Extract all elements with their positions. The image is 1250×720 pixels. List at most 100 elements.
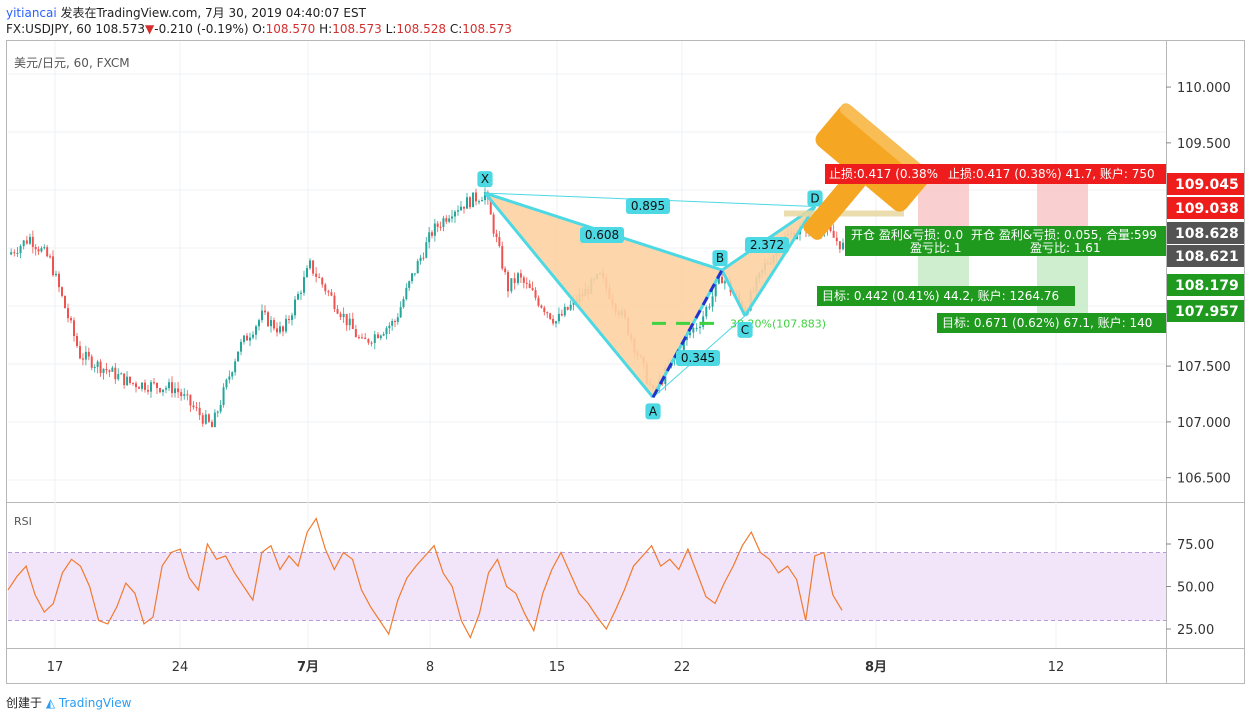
svg-text:盈亏比: 1: 盈亏比: 1 [910, 241, 962, 255]
candle [431, 230, 433, 239]
candle [835, 231, 838, 246]
candle [237, 351, 239, 362]
svg-text:开仓 盈利&亏损: 0.0: 开仓 盈利&亏损: 0.0 [851, 228, 963, 242]
rsi-title: RSI [14, 515, 32, 528]
candle [147, 384, 149, 395]
svg-text:C: C [741, 323, 749, 337]
pattern-bcd-fill [722, 206, 815, 316]
candle [58, 271, 60, 293]
candle [126, 371, 129, 387]
candle [135, 381, 137, 393]
candle [225, 378, 228, 390]
candle [416, 258, 419, 274]
candle [300, 290, 302, 301]
candle [382, 331, 385, 337]
chart-title: 美元/日元, 60, FXCM [14, 56, 130, 70]
rsi-tick-label: 75.00 [1177, 538, 1214, 553]
candle [285, 314, 287, 334]
candle [297, 291, 299, 301]
svg-text:0.895: 0.895 [631, 199, 665, 213]
published-text: 发表在TradingView.com, 7月 30, 2019 04:40:07… [60, 6, 366, 20]
candle [422, 252, 425, 261]
candle [165, 385, 167, 394]
ac-projection-line [651, 269, 724, 399]
ratio-label-x-d: 0.895 [626, 198, 670, 214]
candle [560, 309, 563, 317]
candle [705, 305, 708, 320]
candle [29, 233, 31, 245]
rsi-axis[interactable]: 75.00 50.00 25.00 [1166, 538, 1214, 638]
candle [246, 332, 248, 341]
candle [70, 315, 72, 324]
time-tick-label: 24 [172, 660, 189, 675]
candle [198, 401, 201, 421]
candle [695, 323, 698, 332]
candle [52, 250, 54, 277]
candle [408, 280, 411, 291]
time-tick-label: 22 [674, 660, 691, 675]
author-link[interactable]: yitiancai [6, 6, 57, 20]
time-tick-label: 7月 [297, 660, 319, 675]
candle [255, 324, 257, 340]
candle [540, 304, 543, 309]
svg-text:108.179: 108.179 [1175, 278, 1239, 294]
candle [40, 246, 43, 253]
candle [354, 324, 357, 338]
candle [129, 376, 131, 385]
candle [105, 362, 108, 375]
candle [333, 292, 336, 313]
candle [425, 237, 428, 259]
candle [428, 226, 431, 249]
footer-brand[interactable]: TradingView [58, 696, 132, 710]
change-value: -0.210 (-0.19%) [154, 22, 249, 36]
candle [557, 307, 560, 324]
candle [708, 303, 711, 310]
candle [231, 371, 234, 380]
candle [339, 311, 342, 320]
candle [348, 313, 351, 331]
candle [13, 249, 16, 257]
candle [99, 359, 102, 377]
point-label-x: X [477, 171, 493, 188]
main-pane-frame [6, 40, 1245, 684]
footer-prefix: 创建于 [6, 696, 43, 710]
candle [555, 320, 557, 328]
svg-text:X: X [481, 172, 489, 186]
svg-text:108.628: 108.628 [1175, 226, 1239, 242]
ohlc-high-value: 108.573 [332, 22, 382, 36]
candle [342, 307, 345, 323]
candle [385, 326, 388, 340]
candle [370, 340, 373, 347]
position-1-risk-zone [918, 184, 969, 226]
candle [10, 248, 13, 256]
candle [81, 353, 84, 366]
candle [569, 300, 572, 312]
candle [448, 215, 451, 224]
price-label-last: 108.628 [1167, 222, 1244, 244]
candle [141, 382, 143, 392]
price-tick-label: 109.500 [1177, 137, 1231, 152]
candle [159, 387, 161, 394]
candle [721, 271, 723, 284]
candle [460, 201, 462, 211]
candle [207, 413, 210, 424]
candle [273, 317, 275, 331]
candle [37, 246, 40, 256]
svg-text:B: B [716, 251, 724, 265]
candle [525, 277, 528, 289]
candle [402, 296, 405, 309]
candle [108, 369, 111, 378]
candle [258, 318, 260, 331]
candle [84, 345, 87, 366]
price-axis[interactable]: 110.000 109.500 107.500 107.000 106.500 [1166, 81, 1231, 487]
time-axis[interactable]: 17 24 7月 8 15 22 8月 12 [47, 660, 1065, 675]
candle [183, 388, 186, 400]
position-2-target-label: 目标: 0.671 (0.62%) 67.1, 账户: 140 [937, 313, 1166, 333]
candle [436, 220, 439, 233]
candle [34, 243, 37, 256]
position-1-stop-label: 止损:0.417 (0.38% [825, 164, 969, 184]
candle [93, 364, 96, 373]
candle [702, 310, 705, 330]
candle [264, 305, 266, 316]
